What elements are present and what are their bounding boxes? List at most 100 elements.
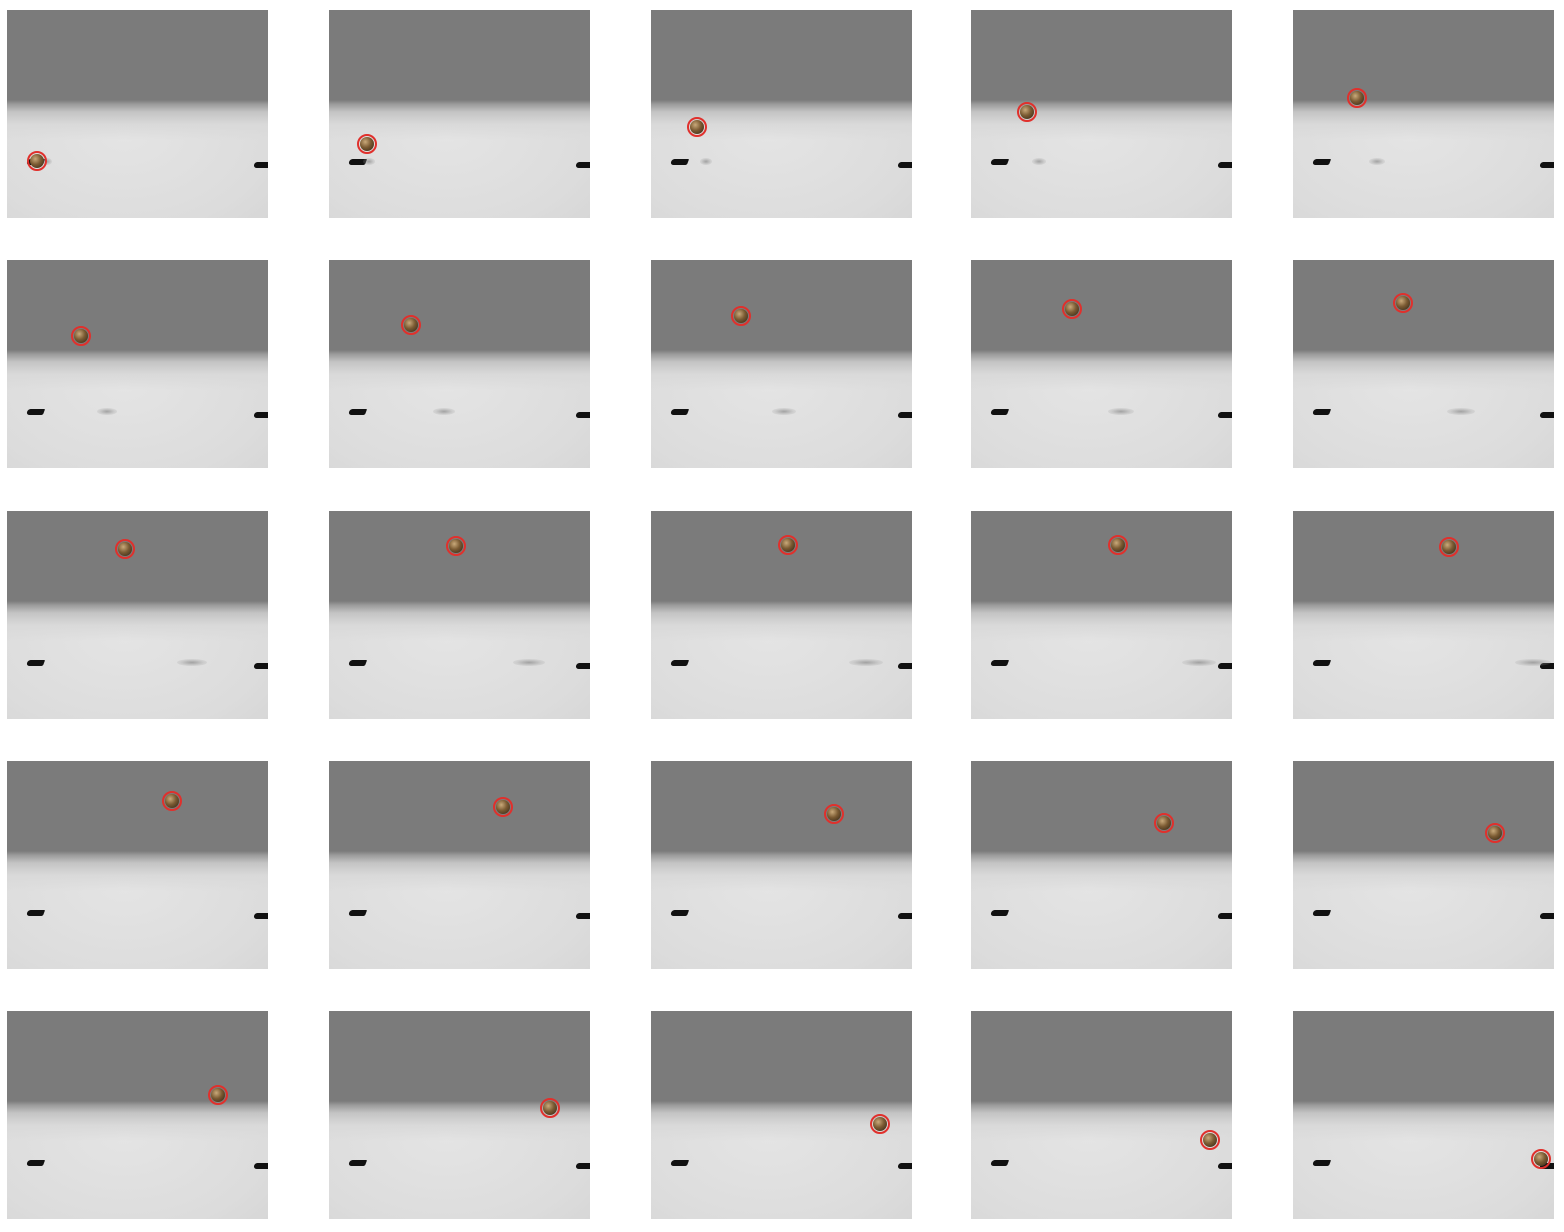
goal-post-left — [1311, 1160, 1332, 1166]
tracking-marker-red-circle — [493, 797, 513, 817]
tracking-marker-red-circle — [687, 117, 707, 137]
frame-16 — [7, 761, 268, 969]
frame-3 — [651, 10, 912, 218]
sky-background — [329, 10, 590, 218]
sky-background — [7, 1011, 268, 1219]
sky-background — [1293, 260, 1554, 468]
tracking-marker-red-circle — [446, 536, 466, 556]
sky-background — [971, 260, 1232, 468]
frame-23 — [651, 1011, 912, 1219]
ball-shadow — [363, 158, 375, 165]
sky-background — [651, 10, 912, 218]
tracking-marker-red-circle — [1062, 299, 1082, 319]
tracking-marker-red-circle — [1347, 88, 1367, 108]
ball-shadow — [433, 408, 455, 415]
goal-post-right — [575, 412, 590, 418]
goal-post-right — [253, 162, 268, 168]
goal-post-right — [1217, 162, 1232, 168]
frame-21 — [7, 1011, 268, 1219]
tracking-marker-red-circle — [1154, 813, 1174, 833]
goal-post-left — [25, 1160, 46, 1166]
goal-post-left — [1311, 409, 1332, 415]
goal-post-right — [575, 663, 590, 669]
goal-post-left — [1311, 660, 1332, 666]
ball-shadow — [1515, 659, 1551, 666]
goal-post-right — [253, 412, 268, 418]
sky-background — [1293, 1011, 1554, 1219]
frame-2 — [329, 10, 590, 218]
ball-shadow — [97, 408, 117, 415]
goal-post-left — [989, 910, 1010, 916]
goal-post-right — [897, 1163, 912, 1169]
sky-background — [7, 10, 268, 218]
frame-12 — [329, 511, 590, 719]
tracking-marker-red-circle — [1393, 293, 1413, 313]
goal-post-left — [669, 159, 690, 165]
goal-post-right — [1539, 913, 1554, 919]
tracking-marker-red-circle — [1200, 1130, 1220, 1150]
frame-19 — [971, 761, 1232, 969]
goal-post-right — [1217, 1163, 1232, 1169]
frame-17 — [329, 761, 590, 969]
goal-post-left — [347, 660, 368, 666]
frame-24 — [971, 1011, 1232, 1219]
ball-shadow — [1108, 408, 1134, 415]
goal-post-right — [897, 162, 912, 168]
frame-11 — [7, 511, 268, 719]
frame-4 — [971, 10, 1232, 218]
goal-post-left — [1311, 159, 1332, 165]
goal-post-right — [897, 663, 912, 669]
ball-shadow — [1032, 158, 1046, 165]
goal-post-left — [989, 409, 1010, 415]
sky-background — [329, 260, 590, 468]
ball-shadow — [177, 659, 207, 666]
frame-10 — [1293, 260, 1554, 468]
sky-background — [7, 511, 268, 719]
ball-shadow — [700, 158, 712, 165]
tracking-marker-red-circle — [1108, 535, 1128, 555]
ball-shadow — [42, 158, 52, 165]
frame-5 — [1293, 10, 1554, 218]
frame-18 — [651, 761, 912, 969]
sky-background — [651, 1011, 912, 1219]
sky-background — [7, 260, 268, 468]
sky-background — [1293, 10, 1554, 218]
tracking-marker-red-circle — [778, 535, 798, 555]
tracking-marker-red-circle — [27, 151, 47, 171]
goal-post-left — [25, 409, 46, 415]
goal-post-right — [897, 412, 912, 418]
goal-post-right — [253, 913, 268, 919]
goal-post-right — [1539, 162, 1554, 168]
goal-post-right — [1217, 913, 1232, 919]
goal-post-right — [575, 913, 590, 919]
tracking-marker-red-circle — [1485, 823, 1505, 843]
goal-post-left — [347, 409, 368, 415]
sky-background — [7, 761, 268, 969]
ball-shadow — [1447, 408, 1475, 415]
frame-9 — [971, 260, 1232, 468]
tracking-marker-red-circle — [208, 1085, 228, 1105]
tracking-marker-red-circle — [162, 791, 182, 811]
goal-post-left — [669, 660, 690, 666]
sky-background — [1293, 761, 1554, 969]
frame-15 — [1293, 511, 1554, 719]
frame-13 — [651, 511, 912, 719]
goal-post-right — [575, 162, 590, 168]
sky-background — [1293, 511, 1554, 719]
goal-post-right — [253, 663, 268, 669]
goal-post-left — [347, 1160, 368, 1166]
frame-6 — [7, 260, 268, 468]
goal-post-left — [989, 1160, 1010, 1166]
sky-background — [651, 761, 912, 969]
sky-background — [971, 1011, 1232, 1219]
goal-post-right — [897, 913, 912, 919]
frame-7 — [329, 260, 590, 468]
sky-background — [971, 761, 1232, 969]
frame-8 — [651, 260, 912, 468]
goal-post-left — [989, 159, 1010, 165]
goal-post-right — [1539, 412, 1554, 418]
goal-post-left — [25, 660, 46, 666]
goal-post-right — [253, 1163, 268, 1169]
tracking-marker-red-circle — [71, 326, 91, 346]
